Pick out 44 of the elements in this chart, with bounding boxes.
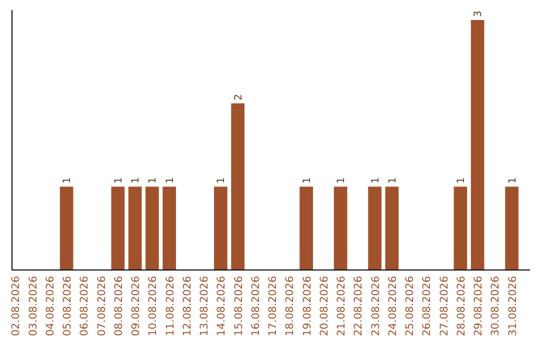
x-tick-label: 12.08.2026	[181, 276, 194, 336]
x-tick-label: 22.08.2026	[352, 276, 365, 336]
data-label: 1	[130, 177, 142, 184]
x-tick-label: 24.08.2026	[386, 276, 399, 336]
x-tick-label: 19.08.2026	[301, 276, 314, 336]
data-label: 1	[336, 177, 348, 184]
x-tick-label: 03.08.2026	[27, 276, 40, 336]
x-tick-label: 27.08.2026	[438, 276, 450, 336]
x-tick-label: 30.08.2026	[490, 276, 502, 336]
x-tick-label: 15.08.2026	[232, 276, 245, 336]
x-tick-label: 08.08.2026	[112, 276, 125, 336]
data-label: 1	[148, 177, 159, 184]
x-tick-label: 25.08.2026	[404, 276, 416, 336]
x-tick-label: 31.08.2026	[506, 276, 519, 336]
x-tick-label: 26.08.2026	[421, 276, 434, 336]
x-tick-label: 04.08.2026	[44, 276, 56, 336]
x-tick-label: 20.08.2026	[318, 276, 330, 336]
x-tick-label: 21.08.2026	[336, 276, 348, 336]
x-tick-label: 07.08.2026	[96, 276, 108, 336]
x-tick-label: 18.08.2026	[284, 276, 296, 336]
x-tick-label: 09.08.2026	[130, 276, 142, 336]
x-tick-label: 06.08.2026	[78, 276, 91, 336]
x-tick-label: 11.08.2026	[164, 276, 176, 336]
x-tick-label: 02.08.2026	[10, 276, 22, 336]
x-tick-label: 28.08.2026	[455, 276, 468, 336]
data-label: 1	[387, 177, 398, 184]
data-label: 1	[302, 177, 313, 184]
data-label: 3	[473, 10, 484, 17]
data-label: 1	[62, 177, 74, 184]
data-label: 2	[233, 94, 244, 100]
x-tick-label: 13.08.2026	[198, 276, 211, 336]
data-label: 1	[507, 177, 518, 184]
data-label: 1	[113, 177, 124, 184]
x-tick-label: 23.08.2026	[370, 276, 382, 336]
data-label: 1	[164, 177, 176, 184]
x-tick-label: 14.08.2026	[216, 276, 228, 336]
x-tick-label: 16.08.2026	[250, 276, 262, 336]
data-label: 1	[370, 177, 382, 184]
data-label: 1	[456, 177, 467, 184]
x-tick-label: 29.08.2026	[472, 276, 485, 336]
x-tick-label: 05.08.2026	[62, 276, 74, 336]
x-tick-label: 10.08.2026	[147, 276, 160, 336]
x-tick-label: 17.08.2026	[267, 276, 280, 336]
data-label: 1	[216, 177, 228, 184]
